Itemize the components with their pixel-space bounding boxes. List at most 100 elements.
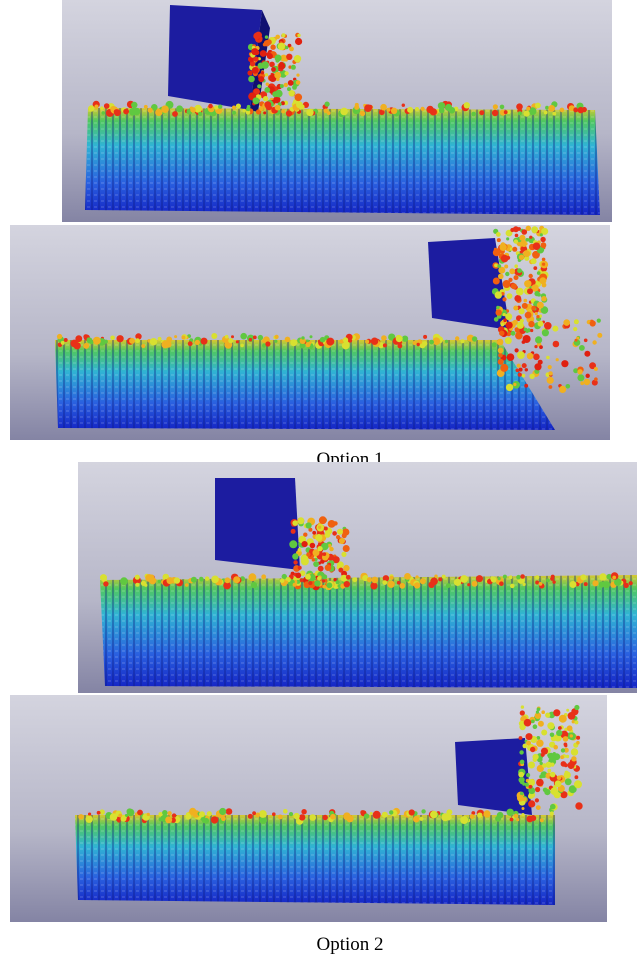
particle [580,381,585,386]
particle [552,580,556,584]
particle [292,553,299,560]
particle [253,88,260,95]
particle [526,352,534,360]
particle [181,335,186,340]
particle [506,808,514,816]
particle [516,103,523,110]
particle [426,105,434,114]
particle [523,327,528,332]
particle [123,108,129,115]
particle [579,345,585,351]
particle [284,45,289,50]
particle [419,816,424,821]
particle [274,334,279,339]
particle [190,576,197,583]
particle [324,532,331,538]
particle [565,754,570,759]
particle [560,791,568,799]
particle [536,301,544,309]
particle [530,746,536,753]
particle [343,581,350,588]
particle [544,322,552,330]
particle [305,522,312,529]
particle [535,786,541,793]
particle [532,250,540,259]
particle [534,712,542,719]
particle [517,227,521,231]
particle [165,816,173,824]
particle [589,320,596,327]
particle [547,752,555,760]
particle [520,574,525,579]
particle [131,101,138,109]
particle [327,520,336,528]
particle [539,277,547,285]
particle [199,811,205,818]
particle [297,548,302,552]
particle [265,341,271,347]
particle [120,577,128,586]
particle [286,53,293,60]
particle [299,814,306,821]
particle [548,105,556,112]
particle [114,109,121,117]
particle [235,340,239,344]
particle [333,578,337,582]
particle [513,239,519,244]
particle [340,574,348,582]
particle [335,580,340,585]
particle [580,574,587,581]
particle [550,803,556,810]
particle [382,580,388,585]
particle [248,573,257,582]
particle [542,262,546,266]
particle [446,809,453,816]
particle [396,580,401,585]
particle [280,54,288,62]
particle [317,565,324,572]
particle [88,812,92,816]
particle [311,558,316,562]
chip-particles [100,572,633,590]
particle [135,338,140,344]
particle [492,248,501,257]
particle [60,340,65,345]
particle [386,107,391,112]
particle [498,266,506,274]
particle [253,56,259,62]
particle [380,103,387,111]
particle [292,582,297,587]
particle [308,580,313,586]
particle [437,102,446,110]
particle [521,807,525,810]
particle [548,385,553,389]
particle [526,773,531,778]
particle [519,710,525,716]
particle [296,579,301,584]
particle [496,338,504,346]
particle [116,335,124,343]
particle [552,340,560,348]
panel-4 [10,695,607,922]
particle [214,105,219,110]
particle [224,334,229,339]
particle [540,752,545,757]
particle [564,778,572,786]
particle [508,575,513,579]
particle [530,719,535,724]
particle [522,335,531,343]
particle [324,564,332,571]
particle [420,106,425,111]
particle [326,111,331,115]
particle [517,111,522,116]
particle [438,577,443,582]
particle [531,284,539,292]
particle [499,243,507,251]
particle [471,580,478,587]
particle [499,330,505,336]
particle [528,107,537,116]
particle [521,813,525,817]
particle [338,567,344,573]
particle [208,103,213,109]
